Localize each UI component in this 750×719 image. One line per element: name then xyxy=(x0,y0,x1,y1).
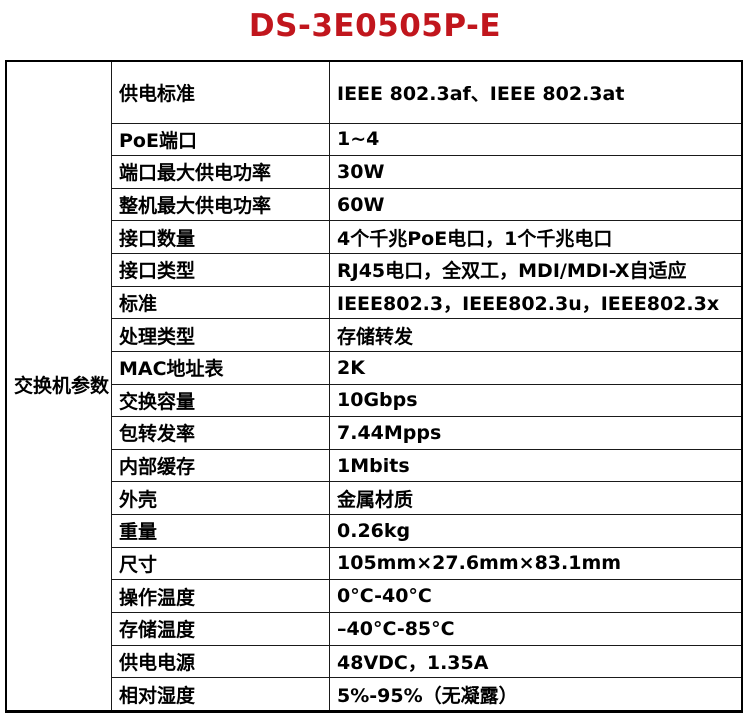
table-row: 接口数量 4个千兆PoE电口，1个千兆电口 xyxy=(6,220,743,254)
spec-value: –40°C-85°C xyxy=(329,611,743,646)
spec-value: 105mm×27.6mm×83.1mm xyxy=(329,546,743,581)
group-label: 交换机参数 xyxy=(5,60,112,712)
table-row: 交换机参数 供电标准 IEEE 802.3af、IEEE 802.3at xyxy=(5,60,743,712)
spec-label: 外壳 xyxy=(111,481,330,515)
spec-table-body: 交换机参数 供电标准 IEEE 802.3af、IEEE 802.3at PoE端口 1… xyxy=(5,60,743,712)
table-row: MAC地址表 2K xyxy=(6,350,743,385)
table-row: 外壳 金属材质 xyxy=(6,481,743,515)
table-row: 供电电源 48VDC，1.35A xyxy=(6,644,743,679)
spec-label: 尺寸 xyxy=(111,546,330,581)
spec-label: 重量 xyxy=(111,514,330,548)
table-row: 交换容量 10Gbps xyxy=(6,383,743,418)
spec-value: 0.26kg xyxy=(329,514,743,548)
table-row: 内部缓存 1Mbits xyxy=(6,448,743,483)
spec-label: 包转发率 xyxy=(111,416,330,450)
table-row: 处理类型 存储转发 xyxy=(6,318,743,352)
spec-value: 2K xyxy=(329,350,743,385)
spec-value: 0°C-40°C xyxy=(329,579,743,613)
spec-label: 交换容量 xyxy=(111,383,330,418)
spec-value: 10Gbps xyxy=(329,383,743,418)
table-row: 接口类型 RJ45电口，全双工，MDI/MDI-X自适应 xyxy=(6,253,743,287)
spec-label: MAC地址表 xyxy=(111,350,330,385)
spec-label: 存储温度 xyxy=(111,611,330,646)
spec-value: 30W xyxy=(329,155,743,189)
spec-label: 接口数量 xyxy=(111,220,330,254)
table-row: PoE端口 1~4 xyxy=(6,122,743,157)
spec-value: 7.44Mpps xyxy=(329,416,743,450)
spec-label: 整机最大供电功率 xyxy=(111,187,330,222)
spec-value: IEEE 802.3af、IEEE 802.3at xyxy=(329,60,743,124)
spec-label: 端口最大供电功率 xyxy=(111,155,330,189)
spec-value: 存储转发 xyxy=(329,318,743,352)
spec-label: PoE端口 xyxy=(111,122,330,157)
spec-value: 5%-95%（无凝露） xyxy=(329,677,743,712)
spec-value: 1Mbits xyxy=(329,448,743,483)
spec-value: RJ45电口，全双工，MDI/MDI-X自适应 xyxy=(329,253,743,287)
table-row: 整机最大供电功率 60W xyxy=(6,187,743,222)
spec-table: 交换机参数 供电标准 IEEE 802.3af、IEEE 802.3at PoE端口 1… xyxy=(5,60,743,713)
spec-label: 相对湿度 xyxy=(111,677,330,712)
spec-label: 操作温度 xyxy=(111,579,330,613)
spec-label: 内部缓存 xyxy=(111,448,330,483)
table-row: 存储温度 –40°C-85°C xyxy=(6,611,743,646)
table-row: 端口最大供电功率 30W xyxy=(6,155,743,189)
spec-label: 供电标准 xyxy=(111,60,330,124)
spec-label: 供电电源 xyxy=(111,644,330,679)
spec-value: 60W xyxy=(329,187,743,222)
spec-label: 处理类型 xyxy=(111,318,330,352)
spec-label: 标准 xyxy=(111,285,330,320)
table-row: 重量 0.26kg xyxy=(6,514,743,548)
spec-value: 48VDC，1.35A xyxy=(329,644,743,679)
table-row: 相对湿度 5%-95%（无凝露） xyxy=(6,677,743,712)
table-row: 包转发率 7.44Mpps xyxy=(6,416,743,450)
spec-label: 接口类型 xyxy=(111,253,330,287)
table-row: 标准 IEEE802.3，IEEE802.3u，IEEE802.3x xyxy=(6,285,743,320)
spec-value: 4个千兆PoE电口，1个千兆电口 xyxy=(329,220,743,254)
spec-value: 1~4 xyxy=(329,122,743,157)
spec-value: 金属材质 xyxy=(329,481,743,515)
table-row: 尺寸 105mm×27.6mm×83.1mm xyxy=(6,546,743,581)
spec-value: IEEE802.3，IEEE802.3u，IEEE802.3x xyxy=(329,285,743,320)
product-title: DS-3E0505P-E xyxy=(248,8,502,44)
table-row: 操作温度 0°C-40°C xyxy=(6,579,743,613)
